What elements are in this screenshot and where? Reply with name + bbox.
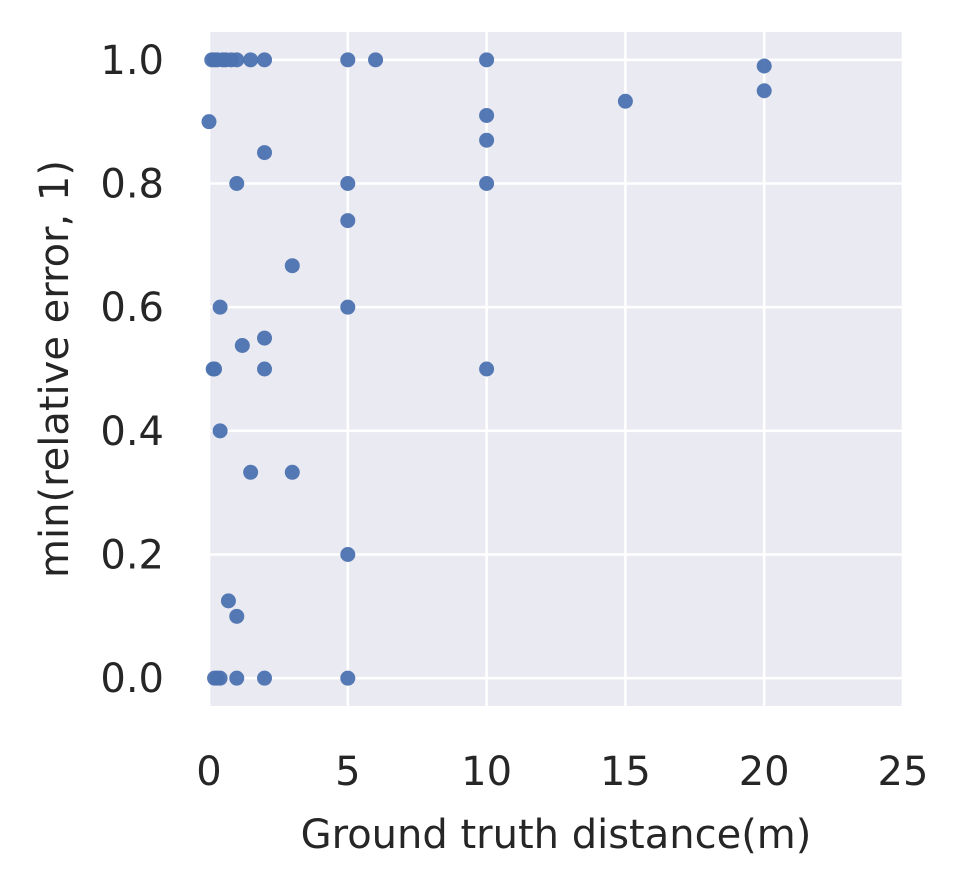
x-tick-label: 10 <box>461 749 512 795</box>
y-tick-labels: 0.0 0.2 0.4 0.6 0.8 1.0 <box>100 38 164 702</box>
data-point <box>243 52 259 68</box>
y-axis-label: min(relative error, 1) <box>32 160 78 578</box>
data-point <box>257 670 273 686</box>
x-tick-label: 25 <box>878 749 929 795</box>
data-point <box>220 593 236 609</box>
data-point <box>284 464 300 480</box>
data-point <box>617 93 633 109</box>
y-tick-label: 0.6 <box>100 285 164 331</box>
data-point <box>207 361 223 377</box>
data-point <box>229 608 245 624</box>
data-point <box>229 670 245 686</box>
data-point <box>257 145 273 161</box>
data-point <box>212 299 228 315</box>
data-point <box>243 464 259 480</box>
data-point <box>340 299 356 315</box>
x-tick-label: 15 <box>600 749 651 795</box>
data-point <box>479 175 495 191</box>
y-gridlines <box>209 58 903 680</box>
data-point <box>234 338 250 354</box>
x-axis-label: Ground truth distance(m) <box>301 812 812 858</box>
y-tick-label: 0.0 <box>100 656 164 702</box>
data-point <box>212 670 228 686</box>
data-point <box>340 547 356 563</box>
data-point <box>340 670 356 686</box>
data-point <box>212 423 228 439</box>
x-tick-label: 20 <box>739 749 790 795</box>
x-tick-labels: 0 5 10 15 20 25 <box>196 749 928 795</box>
data-points <box>201 52 772 686</box>
data-point <box>340 175 356 191</box>
data-point <box>479 52 495 68</box>
x-tick-label: 5 <box>335 749 360 795</box>
data-point <box>479 132 495 148</box>
data-point <box>257 330 273 346</box>
plot-area <box>209 32 903 706</box>
data-point <box>229 52 245 68</box>
data-point <box>756 83 772 99</box>
data-point <box>479 361 495 377</box>
data-point <box>257 52 273 68</box>
data-point <box>257 361 273 377</box>
data-point <box>284 258 300 274</box>
x-tick-label: 0 <box>196 749 221 795</box>
data-point <box>201 114 217 130</box>
data-point <box>756 58 772 74</box>
y-tick-label: 0.2 <box>100 533 164 579</box>
y-tick-label: 0.4 <box>100 409 164 455</box>
data-point <box>229 175 245 191</box>
y-tick-label: 0.8 <box>100 161 164 207</box>
data-point <box>479 107 495 123</box>
data-point <box>340 213 356 229</box>
y-tick-label: 1.0 <box>100 38 164 84</box>
data-point <box>368 52 384 68</box>
data-point <box>340 52 356 68</box>
